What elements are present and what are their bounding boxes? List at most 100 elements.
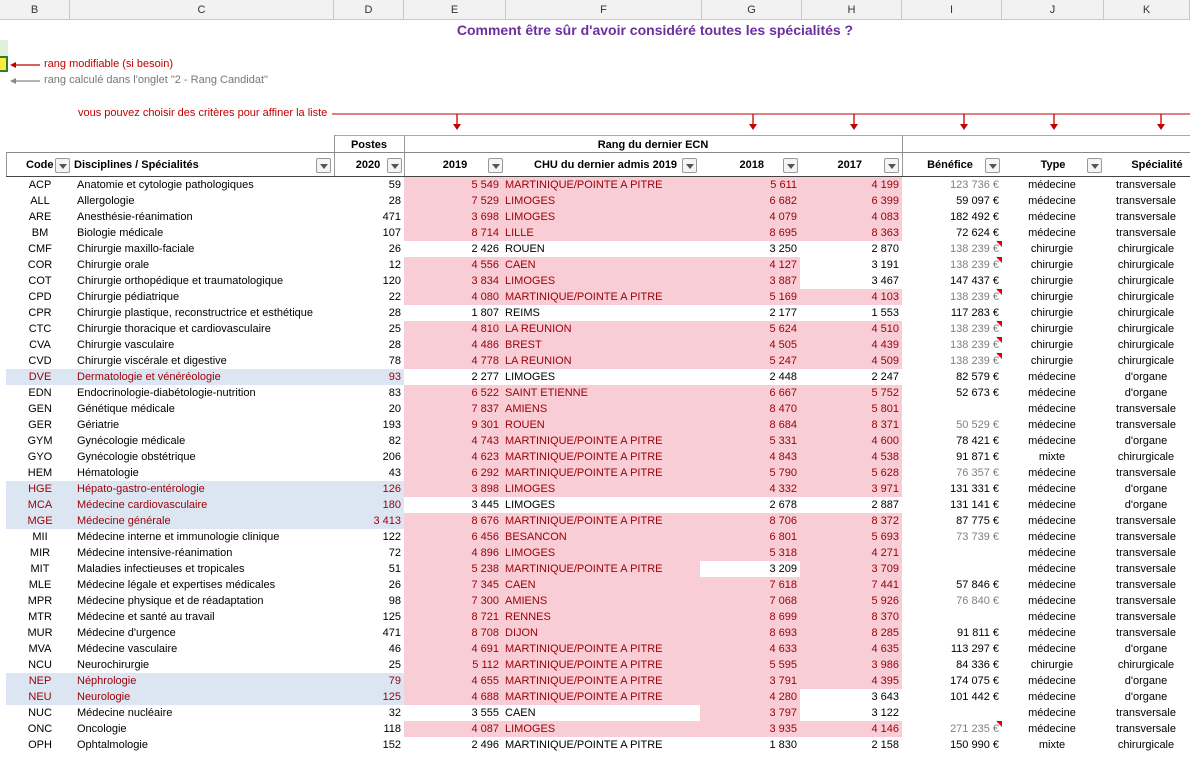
- cell-rang-2018[interactable]: 3 250: [769, 243, 797, 255]
- cell-rang-2017[interactable]: 2 158: [871, 739, 899, 751]
- cell-chu[interactable]: MARTINIQUE/POINTE A PITRE: [502, 689, 700, 705]
- cell-rang-2017[interactable]: 4 510: [800, 321, 902, 337]
- cell-rang-2017[interactable]: 4 439: [800, 337, 902, 353]
- cell-postes[interactable]: 12: [388, 259, 401, 271]
- cell-benefice[interactable]: 138 239 €: [902, 337, 1002, 353]
- cell-chu[interactable]: LIMOGES: [502, 273, 700, 289]
- cell-chu[interactable]: DIJON: [502, 625, 700, 641]
- cell-discipline[interactable]: Médecine interne et immunologie clinique: [77, 531, 280, 543]
- cell-rang-2017[interactable]: 3 971: [800, 481, 902, 497]
- cell-code[interactable]: NEU: [6, 689, 74, 705]
- cell-rang-2017[interactable]: 3 986: [800, 657, 902, 673]
- cell-specialite[interactable]: transversale: [1116, 419, 1176, 431]
- cell-rang-2017[interactable]: 3 191: [871, 259, 899, 271]
- cell-benefice[interactable]: [902, 401, 1002, 417]
- cell-benefice[interactable]: 101 442 €: [950, 691, 999, 703]
- table-row[interactable]: MPR Médecine physique et de réadaptation 9…: [0, 593, 1190, 609]
- cell-rang-2019[interactable]: 5 112: [404, 657, 502, 673]
- cell-rang-2018[interactable]: 2 177: [769, 307, 797, 319]
- cell-postes[interactable]: 28: [388, 195, 401, 207]
- cell-code[interactable]: MLE: [28, 579, 52, 591]
- cell-rang-2019[interactable]: 5 549: [404, 177, 502, 193]
- cell-specialite[interactable]: d'organe: [1124, 675, 1168, 687]
- column-letter[interactable]: I: [902, 0, 1002, 20]
- table-row[interactable]: NEP Néphrologie 79 4 655 MARTINIQUE/POINTE A…: [0, 673, 1190, 689]
- cell-discipline[interactable]: Dermatologie et vénéréologie: [74, 369, 334, 385]
- cell-specialite[interactable]: chirurgicale: [1117, 291, 1175, 303]
- cell-postes[interactable]: 180: [334, 497, 404, 513]
- cell-type[interactable]: médecine: [1028, 643, 1076, 655]
- cell-rang-2017[interactable]: 8 372: [800, 513, 902, 529]
- cell-code[interactable]: CPD: [28, 291, 52, 303]
- cell-discipline[interactable]: Endocrinologie-diabétologie-nutrition: [77, 387, 256, 399]
- cell-discipline[interactable]: Gynécologie médicale: [77, 435, 186, 447]
- column-letter[interactable]: G: [702, 0, 802, 20]
- cell-specialite[interactable]: transversale: [1116, 595, 1176, 607]
- cell-rang-2017[interactable]: 4 271: [800, 545, 902, 561]
- cell-benefice[interactable]: 78 421 €: [956, 435, 999, 447]
- cell-benefice[interactable]: 59 097 €: [956, 195, 999, 207]
- cell-rang-2019[interactable]: 3 698: [404, 209, 502, 225]
- cell-code[interactable]: BM: [31, 227, 49, 239]
- cell-discipline[interactable]: Chirurgie thoracique et cardiovasculaire: [77, 323, 271, 335]
- cell-code[interactable]: HEM: [27, 467, 53, 479]
- cell-specialite[interactable]: transversale: [1116, 723, 1176, 735]
- cell-chu[interactable]: LA REUNION: [502, 353, 700, 369]
- cell-rang-2017[interactable]: 3 122: [871, 707, 899, 719]
- cell-code[interactable]: GER: [28, 419, 52, 431]
- cell-benefice[interactable]: 76 357 €: [956, 467, 999, 479]
- cell-rang-2017[interactable]: 4 103: [800, 289, 902, 305]
- cell-postes[interactable]: 43: [388, 467, 401, 479]
- cell-chu[interactable]: MARTINIQUE/POINTE A PITRE: [505, 739, 663, 751]
- cell-chu[interactable]: ROUEN: [505, 243, 545, 255]
- cell-rang-2017[interactable]: 2 870: [871, 243, 899, 255]
- cell-type[interactable]: médecine: [1028, 387, 1076, 399]
- cell-discipline[interactable]: Hématologie: [77, 467, 139, 479]
- filter-dropdown-chu[interactable]: [682, 158, 697, 173]
- cell-specialite[interactable]: d'organe: [1124, 371, 1168, 383]
- cell-rang-2019[interactable]: 4 623: [404, 449, 502, 465]
- cell-chu[interactable]: AMIENS: [502, 593, 700, 609]
- cell-code[interactable]: ACP: [28, 179, 52, 191]
- cell-code[interactable]: OPH: [28, 739, 52, 751]
- cell-benefice[interactable]: 76 840 €: [956, 595, 999, 607]
- cell-type[interactable]: médecine: [1028, 227, 1076, 239]
- table-row[interactable]: ALL Allergologie 28 7 529 LIMOGES 6 682 6 399 5…: [0, 193, 1190, 209]
- cell-specialite[interactable]: transversale: [1116, 179, 1176, 191]
- cell-postes[interactable]: 206: [382, 451, 401, 463]
- cell-postes[interactable]: 22: [388, 291, 401, 303]
- cell-rang-2019[interactable]: 4 655: [404, 673, 502, 689]
- cell-rang-2019[interactable]: 8 721: [404, 609, 502, 625]
- cell-specialite[interactable]: transversale: [1116, 195, 1176, 207]
- cell-rang-2018[interactable]: 5 611: [700, 177, 800, 193]
- table-row[interactable]: NUC Médecine nucléaire 32 3 555 CAEN 3 797 3 1…: [0, 705, 1190, 721]
- cell-specialite[interactable]: transversale: [1116, 563, 1176, 575]
- cell-benefice[interactable]: 50 529 €: [956, 419, 999, 431]
- cell-chu[interactable]: BESANCON: [502, 529, 700, 545]
- cell-rang-2019[interactable]: 5 238: [404, 561, 502, 577]
- table-row[interactable]: MUR Médecine d'urgence 471 8 708 DIJON 8 693 8…: [0, 625, 1190, 641]
- cell-specialite[interactable]: transversale: [1116, 227, 1176, 239]
- cell-type[interactable]: médecine: [1028, 515, 1076, 527]
- cell-rang-2019[interactable]: 7 345: [404, 577, 502, 593]
- cell-chu[interactable]: CAEN: [502, 577, 700, 593]
- cell-type[interactable]: médecine: [1028, 483, 1076, 495]
- cell-chu[interactable]: LIMOGES: [502, 721, 700, 737]
- cell-rang-2018[interactable]: 7 618: [700, 577, 800, 593]
- cell-benefice[interactable]: [902, 609, 1002, 625]
- table-row[interactable]: NEU Neurologie 125 4 688 MARTINIQUE/POINTE A…: [0, 689, 1190, 705]
- cell-rang-2018[interactable]: 6 667: [700, 385, 800, 401]
- cell-rang-2019[interactable]: 4 688: [404, 689, 502, 705]
- filter-dropdown-disciplines[interactable]: [316, 158, 331, 173]
- cell-chu[interactable]: ROUEN: [502, 417, 700, 433]
- cell-benefice[interactable]: 131 331 €: [950, 483, 999, 495]
- cell-discipline[interactable]: Médecine nucléaire: [77, 707, 173, 719]
- table-row[interactable]: CVA Chirurgie vasculaire 28 4 486 BREST 4 505…: [0, 337, 1190, 353]
- cell-type[interactable]: mixte: [1038, 451, 1066, 463]
- cell-rang-2019[interactable]: 2 426: [471, 243, 499, 255]
- column-letter[interactable]: J: [1002, 0, 1104, 20]
- cell-code[interactable]: COR: [27, 259, 53, 271]
- cell-chu[interactable]: LA REUNION: [502, 321, 700, 337]
- cell-chu[interactable]: MARTINIQUE/POINTE A PITRE: [502, 561, 700, 577]
- cell-specialite[interactable]: d'organe: [1124, 499, 1168, 511]
